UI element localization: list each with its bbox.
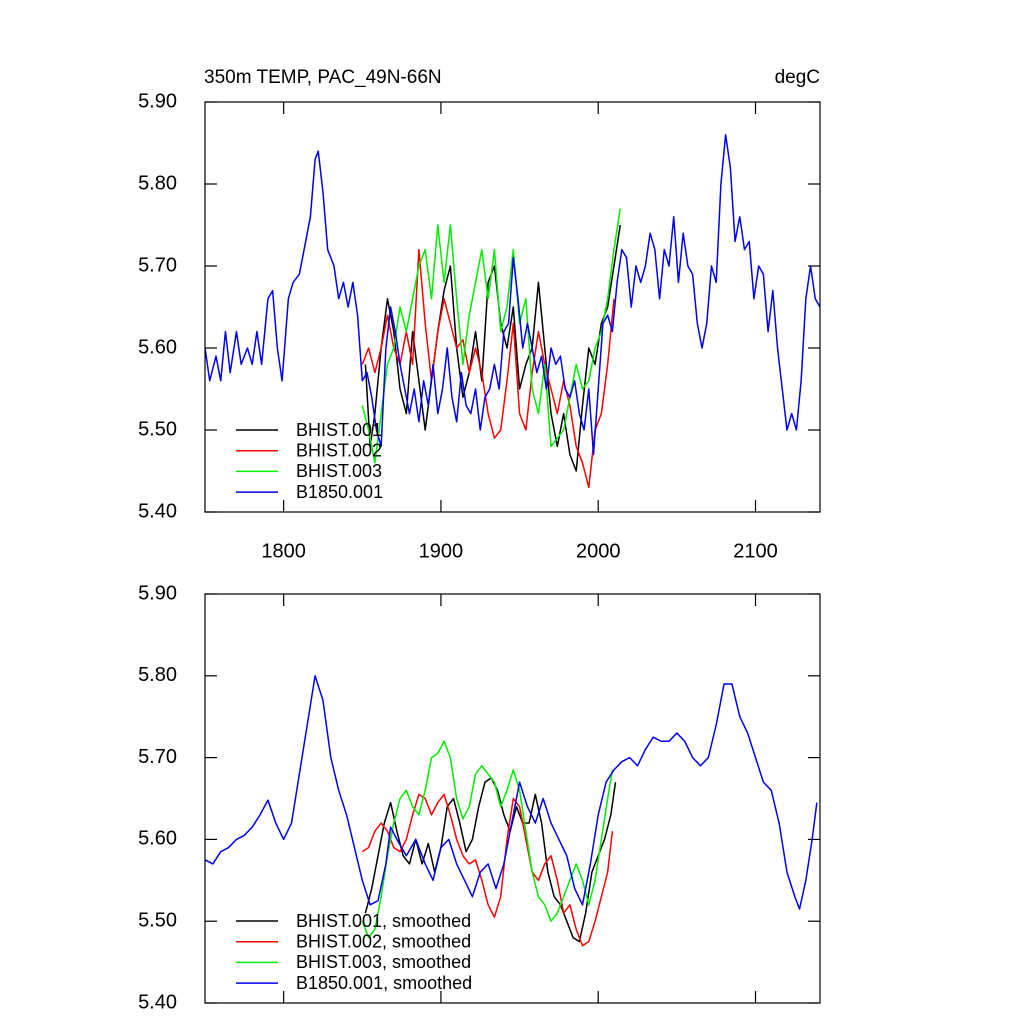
- legend-label: BHIST.001, smoothed: [296, 911, 471, 931]
- legend-label: BHIST.002: [296, 440, 382, 460]
- legend-label: BHIST.003, smoothed: [296, 952, 471, 972]
- units-label: degC: [775, 67, 820, 88]
- legend-label: B1850.001, smoothed: [296, 973, 472, 993]
- legend-label: B1850.001: [296, 482, 383, 502]
- y-tick-label: 5.60: [138, 336, 177, 358]
- legend-label: BHIST.001: [296, 420, 382, 440]
- data-line: [205, 134, 820, 456]
- x-tick-label: 2100: [733, 540, 778, 562]
- y-tick-label: 5.60: [138, 828, 177, 850]
- y-tick-label: 5.80: [138, 172, 177, 194]
- plot-frame: [204, 101, 821, 513]
- x-tick-label: 1900: [419, 540, 464, 562]
- x-tick-label: 1800: [261, 540, 306, 562]
- plot-frame: [204, 593, 821, 1004]
- x-tick-label: 2000: [576, 540, 621, 562]
- y-tick-label: 5.50: [138, 909, 177, 931]
- data-line: [205, 675, 818, 910]
- y-tick-label: 5.90: [138, 582, 177, 604]
- y-tick-label: 5.50: [138, 418, 177, 440]
- chart-title: 350m TEMP, PAC_49N-66N: [204, 67, 442, 88]
- y-tick-label: 5.70: [138, 254, 177, 276]
- y-tick-label: 5.80: [138, 664, 177, 686]
- data-line: [361, 208, 621, 464]
- y-tick-label: 5.90: [138, 90, 177, 112]
- y-tick-label: 5.70: [138, 746, 177, 768]
- data-line: [361, 793, 614, 947]
- legend-label: BHIST.002, smoothed: [296, 931, 471, 951]
- data-line: [361, 248, 615, 489]
- legend-label: BHIST.003: [296, 461, 382, 481]
- y-tick-label: 5.40: [138, 991, 177, 1013]
- y-tick-label: 5.40: [138, 500, 177, 522]
